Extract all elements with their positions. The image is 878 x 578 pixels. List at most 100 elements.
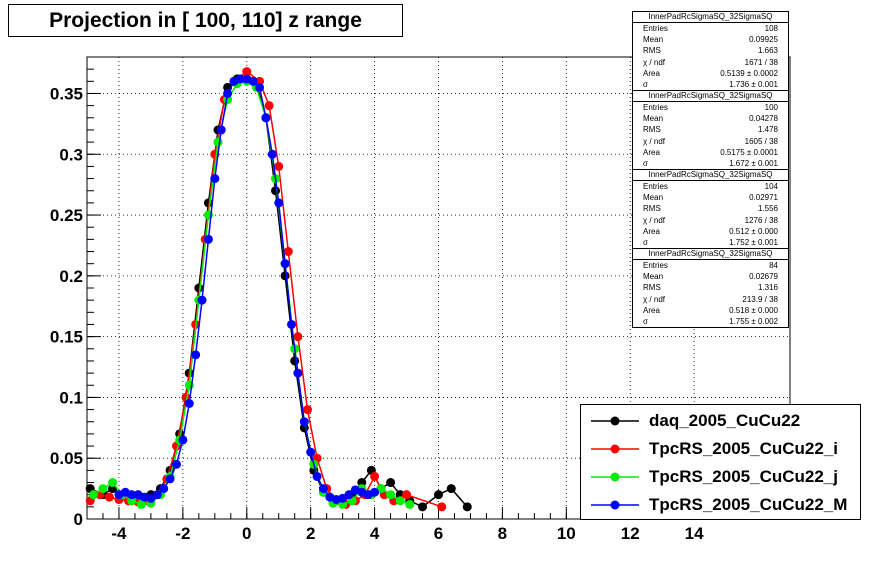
data-point: [152, 490, 162, 500]
data-point: [213, 137, 223, 147]
legend-entry: TpcRS_2005_CuCu22_j: [581, 463, 861, 490]
stats-label: σ: [643, 316, 648, 326]
stats-value: 84: [769, 261, 778, 270]
y-tick-label: 0.35: [50, 84, 83, 103]
stats-row: RMS 1.663: [633, 45, 788, 56]
stats-label: RMS: [643, 283, 661, 293]
y-tick-label: 0.1: [59, 388, 83, 407]
series-line: [89, 78, 468, 508]
data-point: [203, 234, 213, 244]
stats-label: Mean: [643, 193, 664, 203]
stats-label: Mean: [643, 35, 664, 45]
data-point: [293, 368, 303, 378]
stats-row: χ / ndf 1671 / 38: [633, 57, 788, 68]
data-point: [242, 67, 252, 77]
data-point: [197, 295, 207, 305]
stats-row: Area 0.518 ± 0.000: [633, 305, 788, 316]
data-point: [191, 350, 201, 360]
stats-row: σ 1.736 ± 0.001: [633, 79, 788, 90]
data-point: [302, 405, 312, 415]
data-point: [171, 459, 181, 469]
legend-label: daq_2005_CuCu22: [649, 411, 801, 430]
y-tick-label: 0.15: [50, 328, 83, 347]
stats-value: 108: [764, 24, 778, 33]
stats-row: Entries 84: [633, 260, 788, 271]
data-point: [98, 484, 108, 494]
x-tick-label: 6: [434, 524, 443, 543]
x-tick-label: 10: [557, 524, 576, 543]
legend-entry: TpcRS_2005_CuCu22_M: [581, 491, 861, 518]
data-point: [437, 502, 447, 512]
data-point: [165, 474, 175, 484]
x-tick-label: -2: [175, 524, 190, 543]
data-point: [159, 484, 169, 494]
y-tick-label: 0.25: [50, 206, 83, 225]
stats-row: Area 0.5139 ± 0.0002: [633, 68, 788, 79]
stats-row: Entries 108: [633, 23, 788, 34]
stats-label: Area: [643, 68, 660, 78]
data-point: [210, 174, 220, 184]
stats-label: RMS: [643, 46, 661, 56]
stats-label: σ: [643, 158, 648, 168]
legend-entry: daq_2005_CuCu22: [581, 407, 861, 434]
series-layer: [85, 67, 472, 512]
x-tick-label: 0: [242, 524, 251, 543]
data-point: [248, 76, 258, 86]
y-tick-label: 0: [74, 510, 83, 529]
legend-marker: [591, 500, 639, 510]
data-point: [386, 478, 396, 488]
x-tick-label: -4: [111, 524, 127, 543]
series-0: [85, 74, 472, 512]
stats-value: 0.04278: [749, 114, 778, 124]
series-1: [85, 67, 447, 512]
stats-label: Mean: [643, 114, 664, 124]
data-point: [178, 435, 188, 445]
stats-row: Mean 0.04278: [633, 113, 788, 124]
stats-label: Area: [643, 147, 660, 157]
stats-title: InnerPadRcSigmaSQ_32SigmaSQ: [633, 249, 788, 260]
data-point: [344, 490, 354, 500]
data-point: [274, 198, 284, 208]
stats-title: InnerPadRcSigmaSQ_32SigmaSQ: [633, 91, 788, 102]
x-tick-label: 12: [621, 524, 640, 543]
stats-row: RMS 1.478: [633, 124, 788, 135]
stats-label: Entries: [643, 24, 668, 33]
stats-label: Entries: [643, 103, 668, 112]
data-point: [287, 319, 297, 329]
legend-label: TpcRS_2005_CuCu22_j: [649, 467, 838, 486]
data-point: [127, 490, 137, 500]
data-point: [255, 82, 265, 92]
stats-row: Entries 100: [633, 102, 788, 113]
stats-row: σ 1.755 ± 0.002: [633, 316, 788, 327]
stats-value: 213.9 / 38: [742, 294, 778, 304]
stats-box: InnerPadRcSigmaSQ_32SigmaSQ Entries 104 Mea…: [632, 169, 789, 250]
stats-row: RMS 1.556: [633, 203, 788, 214]
stats-value: 1.556: [757, 204, 778, 214]
x-tick-label: 8: [498, 524, 507, 543]
data-point: [402, 490, 412, 500]
stats-label: σ: [643, 79, 648, 89]
data-point: [88, 490, 98, 500]
stats-row: χ / ndf 1605 / 38: [633, 136, 788, 147]
data-point: [108, 478, 118, 488]
stats-row: Area 0.5175 ± 0.0001: [633, 147, 788, 158]
stats-label: χ / ndf: [643, 294, 665, 304]
stats-value: 0.09925: [749, 35, 778, 45]
stats-row: Entries 104: [633, 181, 788, 192]
data-point: [280, 259, 290, 269]
stats-label: Area: [643, 226, 660, 236]
stats-value: 1.752 ± 0.001: [729, 237, 778, 247]
data-point: [370, 471, 380, 481]
stats-value: 0.518 ± 0.000: [729, 305, 778, 315]
stats-box: InnerPadRcSigmaSQ_32SigmaSQ Entries 108 Mea…: [632, 11, 789, 92]
stats-value: 0.5139 ± 0.0002: [720, 68, 778, 78]
series-3: [114, 74, 380, 505]
data-point: [267, 149, 277, 159]
data-point: [306, 447, 316, 457]
legend-label: TpcRS_2005_CuCu22_M: [649, 495, 848, 514]
data-point: [271, 186, 281, 196]
data-point: [274, 161, 284, 171]
stats-row: χ / ndf 1276 / 38: [633, 215, 788, 226]
